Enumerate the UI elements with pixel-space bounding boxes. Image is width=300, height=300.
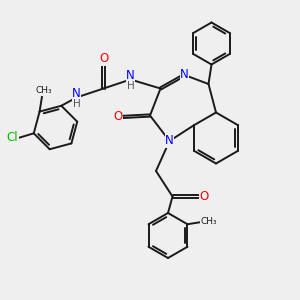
Text: N: N [165, 134, 174, 148]
Text: CH₃: CH₃ [35, 86, 52, 95]
Text: O: O [113, 110, 122, 124]
Text: N: N [126, 69, 135, 82]
Text: H: H [73, 99, 80, 109]
Text: N: N [180, 68, 189, 82]
Text: CH₃: CH₃ [200, 217, 217, 226]
Text: O: O [200, 190, 208, 203]
Text: N: N [72, 87, 81, 101]
Text: H: H [127, 81, 134, 91]
Text: Cl: Cl [6, 131, 18, 144]
Text: O: O [99, 52, 108, 65]
